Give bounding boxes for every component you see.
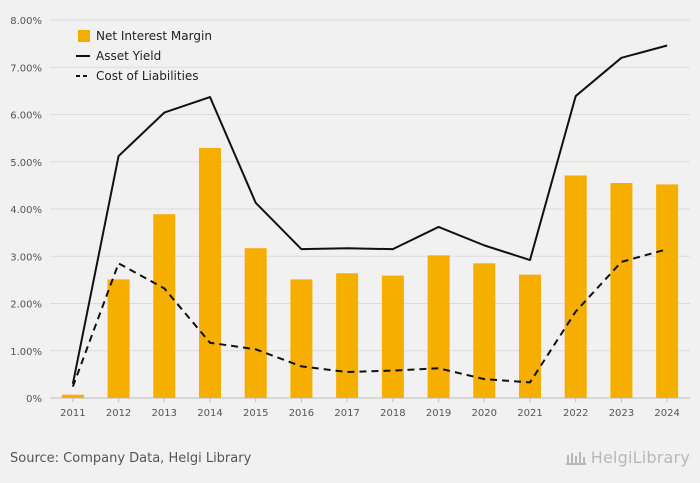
x-tick-label: 2023 [609, 408, 634, 419]
bar-net-interest-margin-2013 [153, 214, 176, 398]
y-tick-label: 4.00% [10, 205, 42, 216]
x-tick-label: 2013 [152, 408, 177, 419]
line-asset-yield [71, 44, 668, 385]
x-tick-label: 2022 [563, 408, 588, 419]
bar-net-interest-margin-2014 [199, 148, 221, 398]
bar-net-interest-margin-2024 [656, 184, 679, 398]
x-tick-label: 2021 [517, 408, 542, 419]
x-axis-ticks: 2011 2012 2013 2014 2015 2016 2017 2018 2019 2020… [60, 398, 680, 419]
x-tick-label: 2018 [380, 408, 405, 419]
y-tick-label: 8.00% [10, 16, 42, 27]
x-tick-label: 2024 [654, 408, 679, 419]
x-tick-label: 2020 [472, 408, 497, 419]
x-tick-label: 2015 [243, 408, 268, 419]
x-tick-label: 2019 [426, 408, 451, 419]
y-tick-label: 3.00% [10, 252, 42, 263]
x-tick-label: 2012 [106, 408, 131, 419]
bar-net-interest-margin-2023 [610, 183, 633, 398]
legend-label: Net Interest Margin [96, 29, 212, 43]
bar-net-interest-margin-2016 [290, 279, 313, 398]
legend-swatch-bar [78, 30, 90, 42]
bar-series [61, 148, 679, 398]
bar-net-interest-margin-2021 [519, 274, 541, 398]
legend-label: Asset Yield [96, 49, 161, 63]
x-tick-label: 2011 [60, 408, 85, 419]
line-cost-of-liabilities [71, 248, 668, 388]
y-tick-label: 6.00% [10, 111, 42, 122]
bar-net-interest-margin-2020 [473, 263, 496, 398]
brand-name: HelgiLibrary [590, 448, 690, 467]
bar-net-interest-margin-2011 [61, 394, 84, 398]
bar-net-interest-margin-2019 [427, 255, 450, 398]
legend: Net Interest Margin Asset Yield Cost of Li… [76, 29, 212, 83]
brand-logo: HelgiLibrary [565, 448, 690, 467]
bar-net-interest-margin-2012 [107, 279, 130, 398]
y-axis-ticks: 0% 1.00% 2.00% 3.00% 4.00% 5.00% 6.00% 7.00% 8.0… [10, 16, 42, 405]
y-tick-label: 0% [26, 394, 42, 405]
bar-net-interest-margin-2018 [381, 275, 404, 398]
source-note: Source: Company Data, Helgi Library [10, 451, 252, 466]
bar-net-interest-margin-2017 [336, 273, 359, 398]
y-tick-label: 2.00% [10, 300, 42, 311]
library-icon [565, 451, 586, 465]
y-tick-label: 5.00% [10, 158, 42, 169]
x-tick-label: 2017 [334, 408, 359, 419]
bar-net-interest-margin-2022 [564, 175, 587, 398]
line-series [71, 44, 668, 388]
y-tick-label: 1.00% [10, 347, 42, 358]
legend-label: Cost of Liabilities [96, 69, 199, 83]
y-tick-label: 7.00% [10, 63, 42, 74]
footer: Source: Company Data, Helgi Library Helg… [0, 440, 700, 483]
x-tick-label: 2016 [289, 408, 314, 419]
chart: 0% 1.00% 2.00% 3.00% 4.00% 5.00% 6.00% 7.00% 8.0… [10, 16, 690, 419]
x-tick-label: 2014 [197, 408, 222, 419]
bar-net-interest-margin-2015 [244, 248, 267, 398]
